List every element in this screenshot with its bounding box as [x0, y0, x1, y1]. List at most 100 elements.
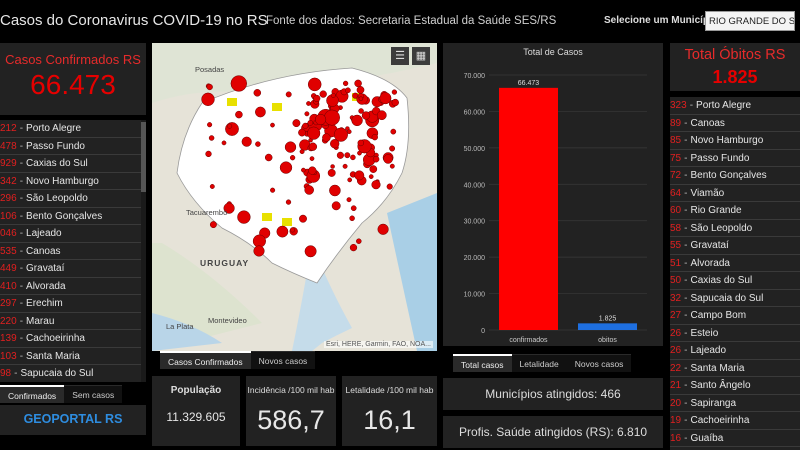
- case-marker: [342, 80, 349, 87]
- list-item-count: 50: [670, 275, 682, 286]
- list-item[interactable]: 85- Novo Hamburgo: [670, 132, 800, 150]
- case-marker: [315, 113, 327, 126]
- case-marker: [372, 155, 380, 163]
- list-item[interactable]: 139- Cachoeirinha: [0, 330, 146, 348]
- case-marker: [235, 110, 243, 119]
- legend-icon[interactable]: ☰: [391, 47, 409, 65]
- list-item-name: Passo Fundo: [26, 140, 85, 152]
- list-item[interactable]: 212- Porto Alegre: [0, 120, 146, 138]
- list-item-name: São Leopoldo: [26, 193, 88, 204]
- no-case-area: [262, 213, 272, 221]
- list-item-separator: -: [684, 187, 688, 199]
- list-item[interactable]: 20- Sapiranga: [670, 395, 800, 412]
- list-item[interactable]: 72- Bento Gonçalves: [670, 167, 800, 185]
- incidence-stat: Incidência /100 mil hab 586,7: [246, 376, 336, 446]
- y-tick-label: 70.000: [464, 73, 486, 80]
- list-item[interactable]: 296- São Leopoldo: [0, 190, 146, 208]
- list-item[interactable]: 75- Passo Fundo: [670, 150, 800, 167]
- tab-casos-confirmados[interactable]: Casos Confirmados: [160, 351, 251, 369]
- list-item[interactable]: 22- Santa Maria: [670, 360, 800, 377]
- case-marker: [361, 111, 371, 120]
- case-marker: [285, 91, 292, 98]
- case-marker: [255, 106, 266, 118]
- list-item[interactable]: 55- Gravataí: [670, 237, 800, 255]
- list-item[interactable]: 64- Viamão: [670, 185, 800, 202]
- case-marker: [354, 79, 362, 88]
- tab-letalidade[interactable]: Letalidade: [511, 354, 567, 372]
- list-item[interactable]: 106- Bento Gonçalves: [0, 208, 146, 225]
- profis-panel: Profis. Saúde atingidos (RS): 6.810: [443, 416, 663, 448]
- list-item[interactable]: 21- Santo Ângelo: [670, 377, 800, 395]
- list-item[interactable]: 26- Lajeado: [670, 342, 800, 360]
- list-item[interactable]: 478- Passo Fundo: [0, 138, 146, 155]
- case-marker: [342, 163, 348, 169]
- y-tick-label: 10.000: [464, 292, 486, 299]
- basemap-icon[interactable]: ▦: [412, 47, 430, 65]
- list-item-name: Porto Alegre: [26, 123, 82, 134]
- map[interactable]: Posadas Tacuarembó URUGUAY Montevideo La…: [152, 43, 437, 351]
- cases-title: Casos Confirmados RS: [5, 52, 141, 67]
- case-marker: [264, 153, 273, 162]
- cases-bar-chart: Total de Casos 0 10.000 20.000 30.000 40.000…: [464, 47, 647, 344]
- list-item[interactable]: 220- Marau: [0, 313, 146, 330]
- x-tick-label: obitos: [598, 337, 617, 344]
- list-item[interactable]: 19- Cachoeirinha: [670, 412, 800, 430]
- list-item[interactable]: 27- Campo Bom: [670, 307, 800, 325]
- list-item-count: 22: [670, 362, 682, 374]
- case-marker: [345, 87, 351, 94]
- tab-confirmados[interactable]: Confirmados: [0, 385, 65, 403]
- list-item-name: Sapiranga: [690, 397, 737, 409]
- map-canvas[interactable]: [152, 43, 437, 351]
- list-item-name: Campo Bom: [690, 310, 747, 321]
- list-item[interactable]: 297- Erechim: [0, 295, 146, 313]
- tab-sem-casos[interactable]: Sem casos: [64, 385, 123, 403]
- list-item-name: Sapucaia do Sul: [20, 368, 94, 379]
- list-item[interactable]: 535- Canoas: [0, 243, 146, 260]
- list-item[interactable]: 342- Novo Hamburgo: [0, 173, 146, 190]
- bar-confirmados: [499, 87, 558, 330]
- municipios-text: Municípios atingidos: 466: [485, 387, 621, 401]
- cases-value: 66.473: [30, 69, 116, 100]
- list-item-count: 75: [670, 152, 682, 164]
- lethality-label: Letalidade /100 mil hab: [345, 385, 434, 395]
- list-item[interactable]: 929- Caxias do Sul: [0, 155, 146, 173]
- list-item-count: 296: [0, 193, 17, 204]
- cases-list[interactable]: 212- Porto Alegre 478- Passo Fundo 929- Caxia…: [0, 120, 146, 382]
- list-item-count: 55: [670, 240, 682, 251]
- list-item[interactable]: 60- Rio Grande: [670, 202, 800, 220]
- case-marker: [319, 90, 327, 98]
- list-item-count: 410: [0, 280, 17, 292]
- case-marker: [255, 141, 261, 147]
- list-item[interactable]: 103- Santa Maria: [0, 348, 146, 365]
- tab-novos-casos-chart[interactable]: Novos casos: [566, 354, 632, 372]
- municipio-select[interactable]: RIO GRANDE DO SUL: [705, 11, 795, 31]
- deaths-list[interactable]: 323- Porto Alegre 89- Canoas 85- Novo Hamburg…: [670, 97, 800, 450]
- list-item[interactable]: 98- Sapucaia do Sul: [0, 365, 146, 382]
- geoportal-link[interactable]: GEOPORTAL RS: [0, 405, 146, 435]
- list-item-separator: -: [684, 415, 688, 426]
- list-item[interactable]: 32- Sapucaia do Sul: [670, 290, 800, 307]
- list-item-count: 64: [670, 187, 682, 199]
- list-item-separator: -: [19, 350, 24, 362]
- tab-total-casos[interactable]: Total casos: [453, 354, 512, 372]
- list-item[interactable]: 16- Guaíba: [670, 430, 800, 447]
- list-item[interactable]: 26- Esteio: [670, 325, 800, 342]
- list-item[interactable]: 410- Alvorada: [0, 278, 146, 295]
- scrollbar[interactable]: [141, 120, 146, 382]
- list-item-separator: -: [19, 123, 24, 134]
- case-marker: [230, 75, 247, 92]
- scrollbar-thumb[interactable]: [141, 122, 146, 192]
- list-item[interactable]: 51- Alvorada: [670, 255, 800, 272]
- list-item[interactable]: 046- Lajeado: [0, 225, 146, 243]
- list-item-count: 32: [670, 292, 682, 304]
- list-item[interactable]: 58- São Leopoldo: [670, 220, 800, 237]
- list-item-separator: -: [19, 263, 24, 274]
- list-item-separator: -: [689, 100, 694, 111]
- tab-novos-casos-map[interactable]: Novos casos: [250, 351, 316, 369]
- list-item-separator: -: [19, 158, 24, 169]
- list-item[interactable]: 449- Gravataí: [0, 260, 146, 278]
- list-item[interactable]: 89- Canoas: [670, 115, 800, 132]
- list-item[interactable]: 50- Caxias do Sul: [670, 272, 800, 290]
- list-item[interactable]: 323- Porto Alegre: [670, 97, 800, 115]
- case-marker: [379, 92, 392, 105]
